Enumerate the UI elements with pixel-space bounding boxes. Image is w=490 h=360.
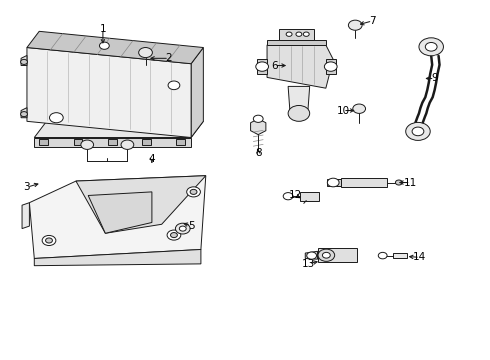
Bar [300, 192, 318, 201]
Bar [74, 139, 82, 145]
Polygon shape [267, 45, 333, 88]
Polygon shape [21, 55, 27, 66]
Text: 1: 1 [99, 24, 106, 34]
Circle shape [288, 105, 310, 121]
Polygon shape [27, 31, 203, 64]
Circle shape [81, 140, 94, 149]
Circle shape [286, 32, 292, 36]
Circle shape [406, 122, 430, 140]
Polygon shape [21, 108, 27, 118]
Polygon shape [250, 119, 266, 135]
Polygon shape [318, 248, 357, 262]
Polygon shape [76, 176, 206, 233]
Circle shape [190, 189, 197, 194]
Circle shape [283, 193, 293, 200]
Polygon shape [288, 86, 310, 113]
Polygon shape [257, 59, 267, 74]
Text: 12: 12 [289, 190, 302, 200]
Circle shape [46, 238, 52, 243]
Text: 6: 6 [271, 60, 278, 71]
Bar [393, 253, 407, 258]
Circle shape [175, 223, 190, 234]
Circle shape [121, 140, 134, 149]
Text: 9: 9 [431, 73, 438, 84]
Polygon shape [191, 48, 203, 138]
Circle shape [167, 230, 181, 240]
Circle shape [139, 48, 152, 58]
Text: 2: 2 [166, 53, 172, 63]
Text: 7: 7 [369, 16, 376, 26]
Polygon shape [22, 203, 29, 229]
Circle shape [179, 226, 186, 231]
Circle shape [253, 115, 263, 122]
Circle shape [353, 104, 366, 113]
Text: 8: 8 [255, 148, 262, 158]
Circle shape [307, 252, 317, 259]
Text: 14: 14 [413, 252, 427, 262]
Circle shape [42, 235, 56, 246]
Text: 10: 10 [337, 105, 349, 116]
Polygon shape [267, 40, 326, 45]
Circle shape [21, 112, 27, 117]
Circle shape [99, 42, 109, 49]
Polygon shape [327, 179, 341, 186]
Polygon shape [34, 121, 203, 138]
Circle shape [21, 59, 27, 64]
Text: 13: 13 [302, 258, 316, 269]
Polygon shape [88, 192, 152, 233]
Bar [142, 139, 151, 145]
Circle shape [412, 127, 424, 136]
Circle shape [187, 187, 200, 197]
Bar [108, 139, 117, 145]
Circle shape [256, 62, 269, 71]
Circle shape [324, 62, 337, 71]
Bar [176, 139, 185, 145]
Circle shape [303, 32, 309, 36]
Polygon shape [305, 251, 318, 259]
Text: 4: 4 [148, 154, 155, 164]
Circle shape [419, 38, 443, 56]
Text: 11: 11 [404, 177, 417, 188]
Circle shape [49, 113, 63, 123]
Circle shape [318, 249, 335, 261]
Text: 5: 5 [188, 221, 195, 231]
Circle shape [378, 252, 387, 259]
Circle shape [395, 180, 402, 185]
Bar [39, 139, 48, 145]
Circle shape [425, 42, 437, 51]
Polygon shape [27, 48, 191, 138]
Polygon shape [34, 138, 191, 147]
Polygon shape [326, 59, 336, 74]
Polygon shape [34, 249, 201, 266]
Circle shape [168, 81, 180, 90]
Polygon shape [341, 178, 387, 187]
Polygon shape [279, 29, 314, 40]
Circle shape [348, 20, 362, 30]
Circle shape [296, 32, 302, 36]
Circle shape [327, 178, 339, 187]
Polygon shape [29, 176, 206, 258]
Circle shape [171, 233, 177, 238]
Circle shape [322, 252, 330, 258]
Text: 3: 3 [24, 182, 30, 192]
